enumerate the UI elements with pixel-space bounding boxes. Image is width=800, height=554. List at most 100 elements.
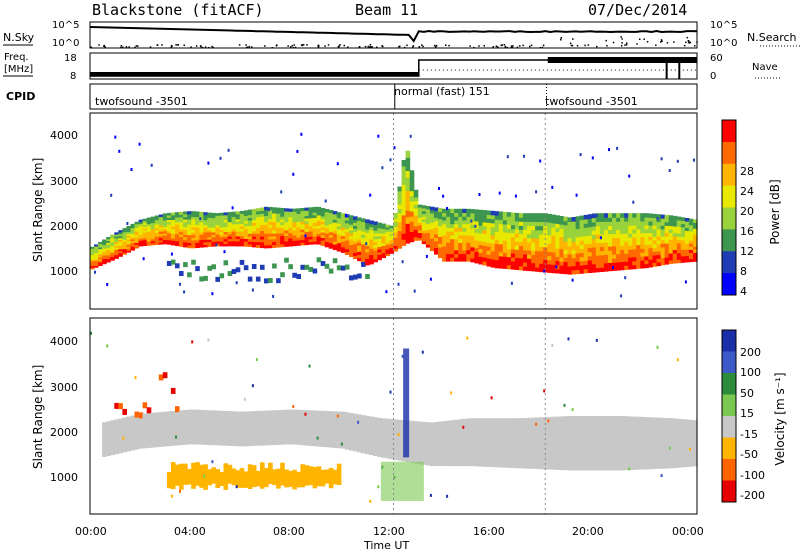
power-cell	[608, 213, 613, 218]
nsearch-dot	[369, 46, 372, 48]
vel-cbar-tick-m100: -100	[740, 469, 765, 482]
power-cell	[365, 225, 370, 230]
power-cell	[636, 240, 641, 246]
power-cell	[199, 242, 204, 246]
power-cell	[332, 246, 338, 251]
power-cell	[316, 209, 322, 213]
power-cell	[243, 215, 249, 219]
power-cell	[628, 229, 633, 234]
power-cell	[110, 245, 115, 248]
velocity-orange-cell	[296, 471, 301, 488]
power-cell	[523, 233, 528, 239]
power-cell	[239, 235, 245, 239]
power-cell	[142, 226, 148, 229]
power-cell	[664, 229, 670, 233]
power-cell	[199, 237, 204, 241]
power-cell	[672, 239, 678, 244]
power-cell	[90, 251, 95, 254]
power-cell	[296, 232, 301, 236]
power-cell	[122, 250, 127, 253]
power-cell	[377, 233, 382, 237]
nsearch-dot	[406, 44, 408, 47]
power-cell	[474, 240, 479, 245]
power-cell	[567, 233, 573, 239]
power-cell	[628, 233, 633, 238]
power-cell	[308, 228, 314, 232]
velocity-scatter-cell	[429, 493, 432, 497]
power-cell	[640, 236, 645, 242]
power-cell	[636, 248, 641, 253]
power-cell	[312, 238, 318, 242]
power-cell	[170, 214, 176, 218]
power-low-patch-cell	[231, 269, 237, 274]
power-cell	[146, 235, 152, 238]
power-cell	[624, 233, 629, 238]
power-cell	[134, 236, 140, 240]
velocity-red-cell	[122, 408, 127, 415]
power-cell	[688, 230, 694, 235]
velocity-scatter-cell	[688, 447, 691, 451]
power-cell	[434, 220, 439, 225]
power-cell	[118, 254, 123, 257]
velocity-scatter-cell	[446, 494, 449, 498]
power-low-patch-cell	[170, 259, 176, 265]
power-cell	[498, 243, 504, 249]
power-cell	[417, 237, 423, 241]
power-cell	[543, 259, 548, 265]
power-cell	[349, 233, 354, 237]
power-cell	[328, 240, 334, 244]
power-cell	[688, 237, 694, 241]
power-cell	[466, 212, 471, 217]
power-cell	[401, 160, 407, 167]
power-cell	[122, 229, 127, 233]
velocity-gray-cell	[688, 419, 694, 467]
power-cell	[369, 251, 374, 256]
power-cell	[243, 230, 249, 234]
power-cell	[693, 219, 698, 223]
power-cell	[535, 246, 540, 252]
freq-tick-low: 8	[70, 71, 77, 82]
power-cell	[632, 252, 637, 258]
power-cell	[446, 220, 451, 225]
power-cell	[118, 243, 123, 246]
power-cell	[539, 259, 544, 264]
velocity-gray-cell	[559, 416, 564, 471]
power-cell	[421, 213, 427, 217]
power-cell	[616, 241, 621, 247]
power-cell	[575, 240, 581, 246]
power-cbar-tick-8: 8	[740, 265, 747, 278]
power-cell	[247, 225, 253, 229]
nsearch-dot	[251, 46, 253, 48]
power-cell	[624, 213, 629, 218]
velocity-scatter-cell	[559, 461, 562, 465]
power-scatter-cell	[575, 193, 578, 197]
power-cell	[284, 230, 289, 234]
power-cell	[474, 213, 479, 218]
velocity-red-cell	[146, 407, 152, 414]
velocity-gray-cell	[502, 418, 508, 468]
power-cell	[106, 254, 111, 258]
power-low-patch-cell	[191, 259, 196, 265]
power-cell	[150, 230, 156, 234]
power-cell	[158, 222, 164, 226]
nsearch-dot	[483, 45, 485, 47]
power-cell	[300, 226, 305, 230]
velocity-gray-cell	[158, 412, 164, 447]
power-cell	[316, 222, 322, 226]
power-cell	[316, 217, 322, 221]
power-cell	[344, 225, 350, 230]
power-cell	[664, 225, 670, 230]
power-scatter-cell	[624, 276, 627, 280]
power-cell	[579, 252, 585, 258]
power-cell	[199, 229, 204, 233]
power-cell	[284, 219, 289, 223]
power-cell	[498, 231, 504, 237]
power-cell	[656, 243, 662, 248]
power-cell	[98, 262, 103, 265]
power-cell	[227, 243, 233, 247]
power-cell	[688, 224, 694, 229]
power-cell	[640, 240, 645, 245]
power-cell	[187, 239, 192, 243]
power-cell	[90, 265, 95, 268]
power-cell	[304, 226, 310, 230]
